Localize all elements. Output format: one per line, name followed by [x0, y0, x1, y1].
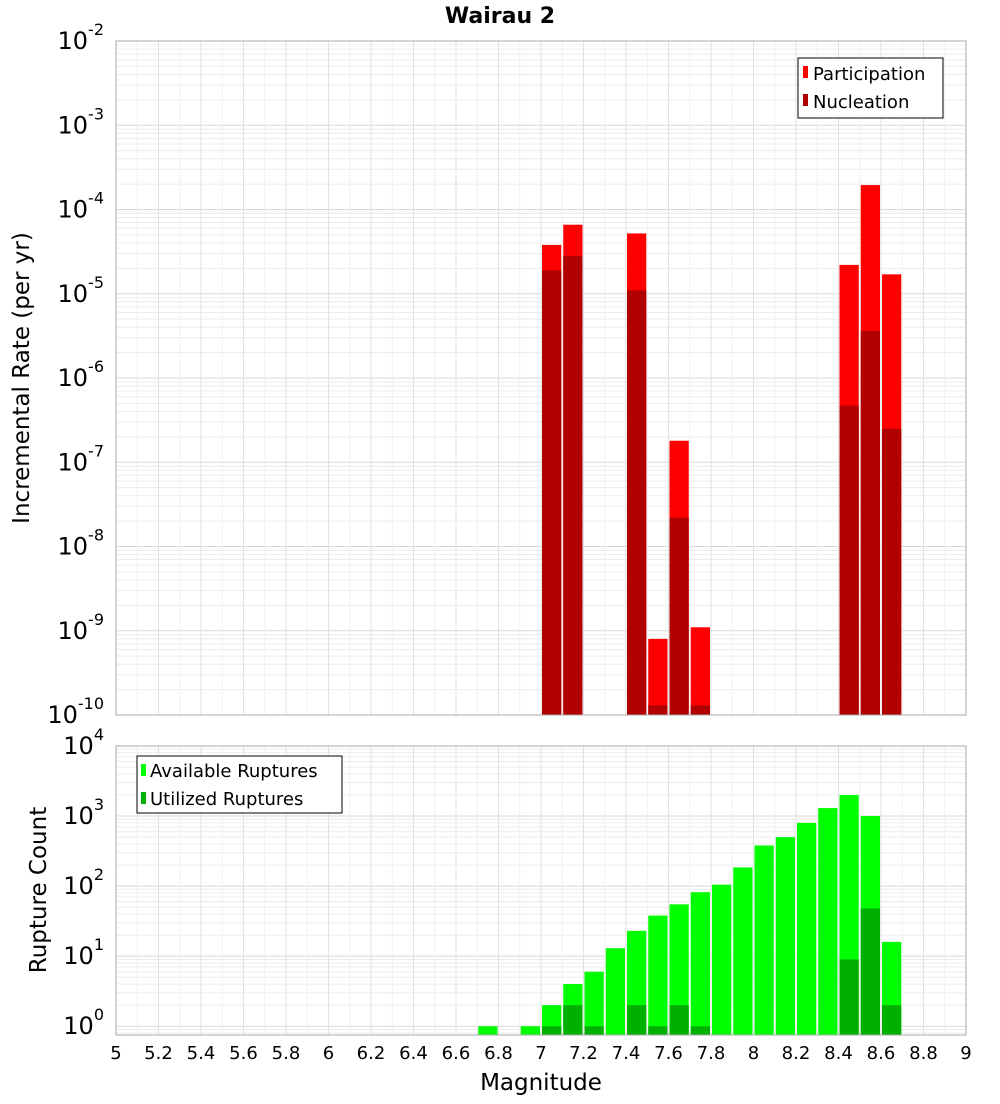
top-participation-bar	[690, 627, 710, 715]
x-tick-label: 6.4	[399, 1043, 428, 1064]
bottom-available-ruptures-bar	[754, 845, 774, 1035]
top-y-tick-label: 10-9	[58, 610, 105, 645]
bottom-y-tick-label: 101	[63, 935, 104, 970]
top-y-tick-label: 10-5	[58, 273, 105, 308]
top-nucleation-bar	[690, 705, 710, 715]
x-tick-label: 8.8	[909, 1043, 938, 1064]
top-legend-box	[797, 57, 944, 119]
top-nucleation-bar	[627, 290, 647, 715]
x-tick-label: 5.8	[272, 1043, 301, 1064]
bottom-available-ruptures-bar	[648, 915, 668, 1035]
bottom-available-ruptures-bar	[605, 948, 625, 1035]
bottom-available-ruptures-bar	[584, 971, 604, 1035]
x-tick-label: 8.4	[824, 1043, 853, 1064]
top-y-tick-label: 10-8	[58, 526, 105, 561]
top-nucleation-bar	[542, 270, 562, 715]
top-participation-bar	[648, 638, 668, 715]
x-tick-label: 5	[110, 1043, 121, 1064]
top-gridlines	[115, 41, 967, 716]
bottom-utilized-ruptures-bar	[542, 1026, 562, 1035]
x-tick-label: 7.8	[697, 1043, 726, 1064]
legend-swatch-available	[141, 764, 146, 776]
top-nucleation-bar	[669, 517, 689, 715]
x-tick-label: 7.6	[654, 1043, 683, 1064]
x-tick-label: 7.4	[612, 1043, 641, 1064]
bottom-y-tick-label: 104	[63, 725, 104, 760]
bottom-available-ruptures-bar	[733, 867, 753, 1035]
bottom-utilized-ruptures-bar	[882, 1005, 902, 1035]
x-tick-labels: 5 5.2 5.4 5.6 5.8 6 6.2 6.4 6.6 6.8 7 7.2 7.4 7.6 7.8 8…	[110, 1043, 971, 1064]
chart-title: Wairau 2	[445, 4, 555, 29]
bottom-available-ruptures-bar	[712, 884, 732, 1035]
top-y-tick-label: 10-2	[58, 20, 105, 55]
bottom-available-ruptures-bar	[775, 837, 795, 1035]
bottom-available-ruptures-bar	[818, 808, 838, 1035]
top-nucleation-bar	[648, 705, 668, 715]
top-nucleation-bar	[882, 428, 902, 715]
legend-label-available: Available Ruptures	[150, 761, 318, 782]
bottom-available-ruptures-bar	[478, 1026, 498, 1035]
bottom-available-ruptures-bar	[520, 1026, 540, 1035]
x-tick-label: 6	[323, 1043, 334, 1064]
bottom-utilized-ruptures-bar	[690, 1026, 710, 1035]
bottom-y-tick-label: 102	[63, 865, 104, 900]
top-y-tick-label: 10-3	[58, 104, 105, 139]
x-tick-label: 8	[748, 1043, 759, 1064]
bottom-legend: Available Ruptures Utilized Ruptures	[136, 755, 343, 814]
bottom-utilized-ruptures-bar	[584, 1026, 604, 1035]
top-nucleation-bar	[860, 331, 880, 715]
top-y-tick-labels: 10-2 10-3 10-4 10-5 10-6 10-7 10-8 10-9 10-10	[47, 20, 104, 729]
x-tick-label: 8.2	[782, 1043, 811, 1064]
x-tick-label: 9	[960, 1043, 971, 1064]
bottom-plot-frame	[115, 745, 967, 1036]
x-tick-label: 6.8	[484, 1043, 513, 1064]
top-y-axis-title: Incremental Rate (per yr)	[9, 232, 35, 524]
x-tick-label: 8.6	[867, 1043, 896, 1064]
x-tick-label: 6.2	[357, 1043, 386, 1064]
x-tick-label: 5.6	[229, 1043, 258, 1064]
top-y-tick-label: 10-7	[58, 441, 105, 476]
x-tick-label: 7	[535, 1043, 546, 1064]
bottom-utilized-ruptures-bar	[669, 1005, 689, 1035]
bottom-utilized-ruptures-bar	[860, 908, 880, 1035]
top-nucleation-bar	[563, 256, 583, 715]
top-plot-frame	[115, 40, 967, 716]
top-y-tick-label: 10-4	[58, 189, 105, 224]
bottom-legend-box	[136, 755, 343, 814]
bottom-utilized-ruptures-bar	[648, 1026, 668, 1035]
legend-swatch-participation	[803, 66, 808, 78]
x-axis-title: Magnitude	[480, 1070, 602, 1096]
bottom-y-tick-label: 100	[63, 1005, 104, 1040]
bottom-available-ruptures-bar	[797, 822, 817, 1035]
top-bars	[542, 185, 902, 716]
top-y-tick-label: 10-10	[47, 694, 104, 729]
bottom-utilized-ruptures-bar	[627, 1005, 647, 1035]
bottom-y-tick-labels: 104 103 102 101 100	[63, 725, 104, 1040]
bottom-available-ruptures-bar	[669, 904, 689, 1035]
legend-swatch-nucleation	[803, 94, 808, 106]
bottom-available-ruptures-bar	[690, 892, 710, 1035]
bottom-y-tick-label: 103	[63, 795, 104, 830]
bottom-y-axis-title: Rupture Count	[26, 807, 52, 973]
x-tick-label: 5.2	[144, 1043, 173, 1064]
legend-label-nucleation: Nucleation	[813, 92, 909, 113]
x-tick-label: 7.2	[569, 1043, 598, 1064]
legend-label-utilized: Utilized Ruptures	[150, 789, 303, 810]
bottom-utilized-ruptures-bar	[563, 1005, 583, 1035]
legend-swatch-utilized	[141, 792, 146, 804]
legend-label-participation: Participation	[813, 64, 925, 85]
top-y-tick-label: 10-6	[58, 357, 105, 392]
x-tick-label: 6.6	[442, 1043, 471, 1064]
top-legend: Participation Nucleation	[797, 57, 944, 119]
bottom-bars	[478, 794, 902, 1035]
x-tick-label: 5.4	[187, 1043, 216, 1064]
bottom-utilized-ruptures-bar	[839, 959, 859, 1035]
top-nucleation-bar	[839, 405, 859, 715]
